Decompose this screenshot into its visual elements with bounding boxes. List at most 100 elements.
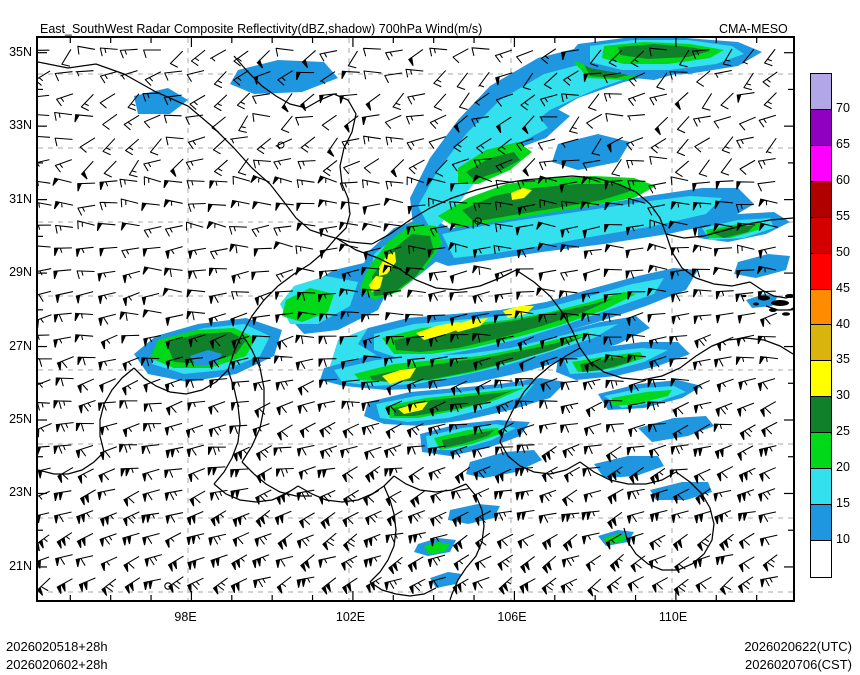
wind-barb xyxy=(515,268,534,277)
wind-barb xyxy=(713,116,732,129)
wind-barb xyxy=(54,159,72,173)
wind-barb xyxy=(76,510,94,524)
wind-barb xyxy=(383,356,403,367)
wind-barb xyxy=(275,269,294,283)
wind-barb xyxy=(520,94,536,111)
wind-barb xyxy=(341,577,358,595)
wind-barb xyxy=(143,423,162,432)
wind-barb xyxy=(759,467,776,482)
wind-barb xyxy=(186,577,204,593)
wind-barb xyxy=(296,576,315,588)
wind-barb xyxy=(236,92,250,110)
wind-barb xyxy=(322,160,338,177)
wind-barb xyxy=(716,466,734,482)
wind-barb xyxy=(765,137,777,154)
wind-barb xyxy=(99,47,118,57)
wind-barb xyxy=(301,50,316,68)
wind-barb xyxy=(78,400,96,414)
wind-barb xyxy=(669,335,688,345)
wind-barb xyxy=(676,138,689,157)
wind-barb xyxy=(38,334,50,340)
wind-barb xyxy=(541,555,557,574)
wind-barb xyxy=(406,445,425,455)
wind-barb xyxy=(186,310,206,321)
wind-barb xyxy=(255,445,272,461)
wind-barb xyxy=(38,49,50,51)
wind-barb xyxy=(712,266,733,276)
wind-barb xyxy=(630,555,646,573)
wind-barb xyxy=(581,532,600,545)
wind-barb xyxy=(453,554,470,571)
wind-barb xyxy=(273,225,292,236)
wind-barb xyxy=(103,160,117,178)
wind-barb xyxy=(738,556,755,573)
wind-barb xyxy=(122,511,140,527)
echo-layer-scattered-se-green xyxy=(424,534,628,554)
wind-barb xyxy=(493,314,512,324)
wind-barb xyxy=(609,554,624,572)
wind-barb xyxy=(735,203,754,213)
wind-barb xyxy=(738,467,756,483)
wind-barb xyxy=(582,378,601,391)
wind-barb xyxy=(185,158,204,170)
map-canvas[interactable] xyxy=(36,36,795,602)
wind-barb xyxy=(164,532,182,548)
wind-barb xyxy=(408,245,426,255)
wind-barb xyxy=(495,116,512,134)
wind-barb xyxy=(185,424,204,438)
wind-barb xyxy=(559,358,578,367)
wind-barb xyxy=(604,399,623,409)
wind-barb xyxy=(121,380,139,396)
wind-barb xyxy=(625,247,644,259)
reflectivity-colorbar[interactable] xyxy=(810,73,832,578)
wind-barb xyxy=(722,48,733,67)
wind-barb xyxy=(495,335,514,348)
wind-barb xyxy=(296,489,315,501)
wind-barb xyxy=(299,93,315,112)
wind-barb xyxy=(471,312,490,324)
colorbar-segment xyxy=(811,361,831,398)
colorbar-segment xyxy=(811,109,831,146)
wind-barb xyxy=(38,402,51,411)
wind-barb xyxy=(233,50,249,67)
wind-barb xyxy=(757,180,776,192)
wind-barb xyxy=(648,182,667,194)
wind-barb xyxy=(608,50,622,67)
wind-barb xyxy=(251,224,270,237)
wind-barb xyxy=(452,48,469,64)
wind-barb xyxy=(496,533,514,549)
wind-barb xyxy=(519,578,536,594)
wind-barb xyxy=(123,490,140,507)
colorbar-tick-40: 40 xyxy=(836,316,850,331)
wind-barb xyxy=(560,226,579,238)
wind-barb xyxy=(122,532,140,546)
wind-barb xyxy=(250,174,270,183)
wind-barb xyxy=(452,578,469,595)
wind-barb xyxy=(739,424,756,441)
wind-barb xyxy=(606,576,622,594)
wind-barb xyxy=(53,247,73,257)
init-time-cst-label: 2026020602+28h xyxy=(6,657,108,672)
wind-barb xyxy=(472,246,491,258)
wind-barb xyxy=(714,444,732,459)
echo-layer-ne-corner xyxy=(568,38,762,76)
wind-barb xyxy=(474,92,490,106)
wind-barb xyxy=(164,225,183,237)
wind-barb xyxy=(670,378,690,387)
wind-barb xyxy=(186,180,205,189)
colorbar-segment xyxy=(811,325,831,362)
wind-barb xyxy=(560,380,579,391)
wind-barb xyxy=(99,422,118,436)
wind-barb xyxy=(721,136,734,154)
wind-barb xyxy=(737,312,756,324)
colorbar-tick-20: 20 xyxy=(836,460,850,475)
wind-barb xyxy=(672,402,689,418)
wind-barb xyxy=(231,554,248,571)
wind-barb xyxy=(362,335,380,349)
valid-time-utc-label: 2026020622(UTC) xyxy=(744,639,852,654)
wind-barb xyxy=(255,510,271,528)
wind-barb xyxy=(450,446,468,460)
wind-barb xyxy=(361,179,380,189)
wind-barb xyxy=(362,355,382,364)
wind-barb xyxy=(319,445,338,459)
